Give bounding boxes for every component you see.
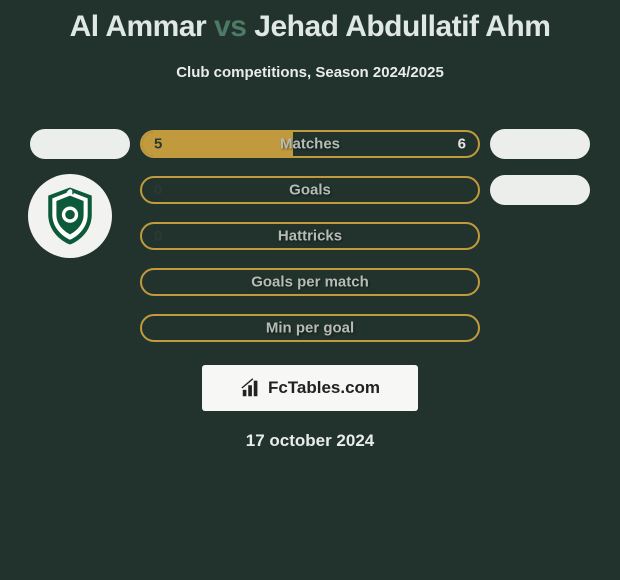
stat-row: Goals per match — [8, 259, 612, 305]
pill-left — [30, 175, 130, 205]
stat-row: Min per goal — [8, 305, 612, 351]
stat-value-right: 6 — [458, 136, 466, 153]
stat-row: Matches 5 6 — [8, 121, 612, 167]
pill-right — [490, 129, 590, 159]
stat-row: Goals 0 — [8, 167, 612, 213]
pill-left — [30, 221, 130, 251]
watermark-badge: FcTables.com — [202, 365, 418, 411]
comparison-title: Al Ammar vs Jehad Abdullatif Ahm — [0, 0, 620, 44]
stat-bar: Matches 5 6 — [140, 130, 480, 158]
stat-row: Hattricks 0 — [8, 213, 612, 259]
watermark-text: FcTables.com — [268, 378, 380, 398]
stat-value-left: 0 — [154, 182, 162, 199]
stat-bar: Goals per match — [140, 268, 480, 296]
bars-icon — [240, 377, 262, 399]
pill-right — [490, 313, 590, 343]
pill-right — [490, 221, 590, 251]
player1-name: Al Ammar — [70, 10, 207, 43]
stat-bar: Min per goal — [140, 314, 480, 342]
stat-bar: Hattricks 0 — [140, 222, 480, 250]
stat-label: Matches — [280, 136, 340, 153]
stat-label: Goals per match — [251, 274, 369, 291]
stat-label: Min per goal — [266, 320, 354, 337]
date-text: 17 october 2024 — [0, 431, 620, 451]
vs-text: vs — [214, 10, 246, 43]
subtitle: Club competitions, Season 2024/2025 — [0, 64, 620, 81]
stat-bar: Goals 0 — [140, 176, 480, 204]
pill-right — [490, 267, 590, 297]
player2-name: Jehad Abdullatif Ahm — [254, 10, 550, 43]
pill-left — [30, 267, 130, 297]
pill-left — [30, 129, 130, 159]
stat-label: Goals — [289, 182, 331, 199]
bar-fill — [142, 132, 293, 156]
stat-value-left: 5 — [154, 136, 162, 153]
pill-right — [490, 175, 590, 205]
stats-chart: Matches 5 6 Goals 0 Hattricks 0 Goals per match… — [0, 121, 620, 351]
pill-left — [30, 313, 130, 343]
stat-label: Hattricks — [278, 228, 342, 245]
stat-value-left: 0 — [154, 228, 162, 245]
